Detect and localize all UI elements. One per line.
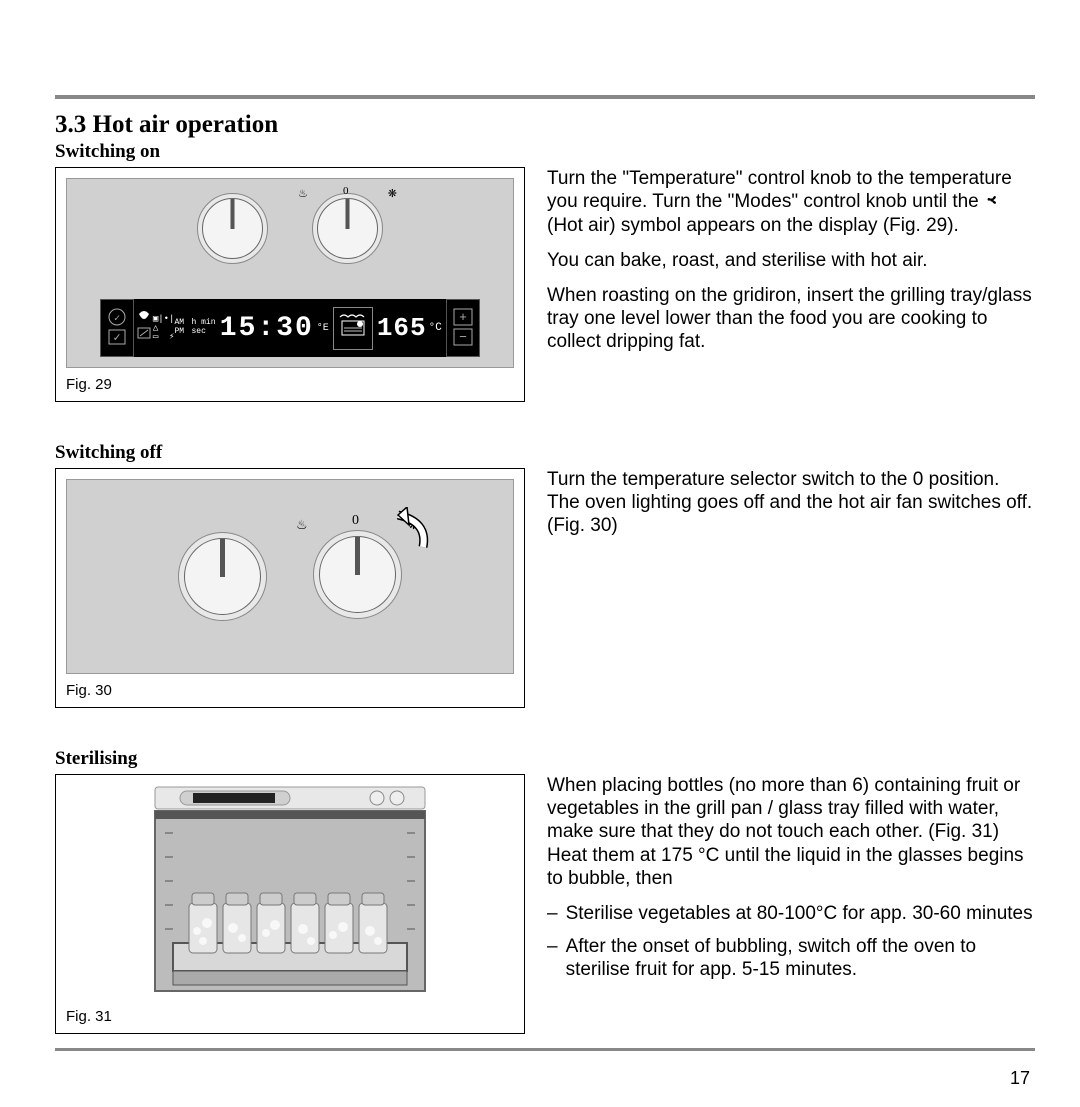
lcd-right-buttons: + −	[446, 299, 480, 357]
lcd-oven-icon	[333, 307, 373, 350]
section-switching-on: ♨ 0 ❋ ✓	[55, 167, 1035, 402]
switching-off-p1: Turn the temperature selector switch to …	[547, 468, 1035, 538]
control-knob-right-icon	[310, 191, 385, 266]
oven-panel-fig29: ♨ 0 ❋ ✓	[66, 178, 514, 368]
fig31-caption: Fig. 31	[66, 1008, 514, 1025]
switching-on-p1: Turn the "Temperature" control knob to t…	[547, 167, 1035, 237]
sub-switching-on: Switching on	[55, 141, 1035, 163]
svg-text:✓: ✓	[113, 331, 120, 345]
figure-29-column: ♨ 0 ❋ ✓	[55, 167, 525, 402]
dial-mark-center: 0	[343, 185, 349, 197]
svg-text:+: +	[459, 310, 467, 325]
dial-mark-left: ♨	[296, 517, 308, 533]
knob-left-fig30-icon	[175, 529, 270, 624]
oven-illustration	[145, 785, 435, 1000]
section-heading: 3.3 Hot air operation	[55, 111, 1035, 139]
svg-text:✓: ✓	[114, 314, 120, 325]
page-number: 17	[1010, 1068, 1030, 1089]
lcd-temp: 165	[377, 313, 427, 343]
switching-on-p3: When roasting on the gridiron, insert th…	[547, 284, 1035, 354]
figure-30-column: ♨ 0 ❋ Fig. 30	[55, 468, 525, 708]
lcd-temp-unit: °C	[429, 322, 442, 334]
switching-off-text: Turn the temperature selector switch to …	[547, 468, 1035, 550]
lcd-time: 15:30	[220, 313, 314, 344]
lcd-time-unit: °E	[317, 323, 329, 334]
oven-panel-fig30: ♨ 0 ❋	[66, 479, 514, 674]
lcd-mode-icons: ▣|•| △ ▭ ⚡	[153, 315, 175, 342]
bottom-rule	[55, 1048, 1035, 1051]
fig29-caption: Fig. 29	[66, 376, 514, 393]
fig30-caption: Fig. 30	[66, 682, 514, 699]
bullet-2: After the onset of bubbling, switch off …	[547, 935, 1035, 981]
lcd-hms: h min sec	[192, 319, 217, 337]
dial-mark-center: 0	[352, 513, 359, 529]
sterilising-bullets: Sterilise vegetables at 80-100°C for app…	[547, 902, 1035, 982]
rotation-arrow-icon	[373, 507, 443, 557]
lcd-left-buttons: ✓ ✓	[100, 299, 134, 357]
sterilising-text: When placing bottles (no more than 6) co…	[547, 774, 1035, 991]
section-switching-off: ♨ 0 ❋ Fig. 30	[55, 468, 1035, 708]
figure-30-box: ♨ 0 ❋ Fig. 30	[55, 468, 525, 708]
figure-29-box: ♨ 0 ❋ ✓	[55, 167, 525, 402]
figure-31-column: Fig. 31	[55, 774, 525, 1034]
svg-text:−: −	[459, 330, 467, 345]
dial-mark-right: ❋	[388, 187, 397, 200]
sub-sterilising: Sterilising	[55, 748, 1035, 770]
lcd-display: ✓ ✓ ▣|•| △ ▭ ⚡ AM PM h min sec	[100, 299, 480, 357]
switching-on-text: Turn the "Temperature" control knob to t…	[547, 167, 1035, 366]
control-knob-left-icon	[195, 191, 270, 266]
dial-mark-left: ♨	[298, 187, 308, 200]
bullet-1: Sterilise vegetables at 80-100°C for app…	[547, 902, 1035, 925]
lcd-mode-icon	[134, 306, 153, 351]
sub-switching-off: Switching off	[55, 442, 1035, 464]
section-sterilising: Fig. 31 When placing bottles (no more th…	[55, 774, 1035, 1034]
switching-on-p2: You can bake, roast, and sterilise with …	[547, 249, 1035, 272]
top-rule	[55, 95, 1035, 99]
fan-icon	[984, 191, 1000, 214]
sterilising-p1: When placing bottles (no more than 6) co…	[547, 774, 1035, 890]
lcd-ampm: AM PM	[174, 319, 188, 337]
figure-31-box: Fig. 31	[55, 774, 525, 1034]
